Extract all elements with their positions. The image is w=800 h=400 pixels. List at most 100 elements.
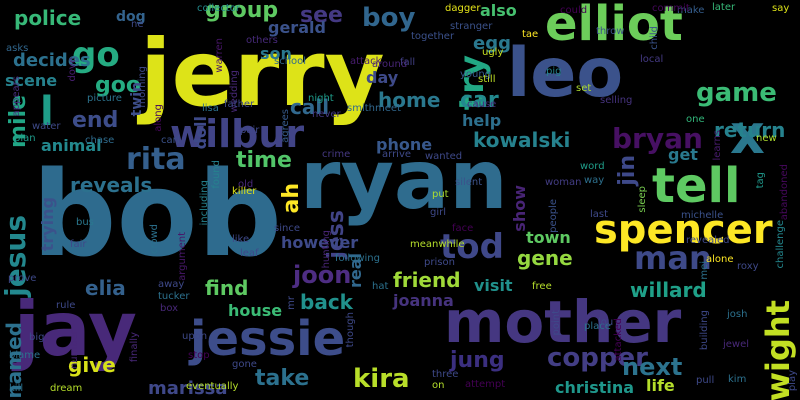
cloud-word: bryan bbox=[612, 122, 703, 155]
cloud-word: revealed bbox=[686, 235, 730, 246]
cloud-word: including bbox=[199, 180, 210, 226]
cloud-word: wilbur bbox=[170, 112, 305, 156]
cloud-word: michelle bbox=[681, 210, 724, 221]
cloud-word: finally bbox=[129, 332, 140, 363]
cloud-word: kill bbox=[9, 383, 24, 394]
cloud-word: lisa bbox=[202, 103, 219, 114]
cloud-word: dagger bbox=[445, 3, 481, 14]
cloud-word: learns bbox=[712, 130, 723, 161]
cloud-word: free bbox=[532, 281, 552, 292]
cloud-word: crime bbox=[322, 149, 351, 160]
cloud-word: jay bbox=[14, 285, 137, 373]
cloud-word: attempt bbox=[465, 379, 506, 390]
cloud-word: picture bbox=[87, 93, 122, 104]
cloud-word: set bbox=[576, 83, 592, 94]
cloud-word: kowalski bbox=[473, 128, 571, 152]
cloud-word: could bbox=[560, 5, 588, 16]
cloud-word: mother bbox=[444, 288, 682, 356]
cloud-word: away bbox=[158, 279, 185, 290]
cloud-word: since bbox=[274, 223, 300, 234]
cloud-word: morning bbox=[137, 66, 148, 108]
cloud-word: place bbox=[584, 321, 611, 332]
cloud-word: new bbox=[756, 133, 777, 144]
cloud-word: jerry bbox=[140, 20, 385, 127]
cloud-word: water bbox=[32, 121, 61, 132]
cloud-word: son bbox=[260, 44, 292, 63]
cloud-word: word bbox=[580, 161, 605, 172]
cloud-word: woman bbox=[545, 177, 582, 188]
cloud-word: chase bbox=[85, 135, 115, 146]
cloud-word: sleep bbox=[637, 186, 648, 213]
cloud-word: like bbox=[232, 234, 250, 245]
cloud-word: ryan bbox=[300, 133, 508, 228]
cloud-word: dream bbox=[50, 383, 83, 394]
cloud-word: collector bbox=[197, 3, 240, 14]
cloud-word: smithmeet bbox=[347, 103, 401, 114]
cloud-word: arrive bbox=[382, 149, 412, 160]
cloud-word: around bbox=[372, 59, 408, 70]
cloud-word: killer bbox=[232, 186, 257, 197]
cloud-word: trying bbox=[38, 197, 57, 252]
cloud-word: josh bbox=[727, 309, 748, 320]
cloud-word: tag bbox=[755, 172, 766, 189]
cloud-word: gone bbox=[232, 359, 257, 370]
cloud-word: rule bbox=[56, 300, 76, 311]
cloud-word: jewel bbox=[723, 339, 750, 350]
cloud-word: local bbox=[640, 54, 664, 65]
cloud-word: still bbox=[478, 74, 496, 85]
cloud-word: elliot bbox=[545, 0, 683, 52]
cloud-word: show bbox=[510, 185, 529, 232]
cloud-word: group bbox=[205, 0, 279, 23]
cloud-word: put bbox=[432, 189, 449, 200]
cloud-word: phone bbox=[376, 135, 433, 154]
cloud-word: bus bbox=[76, 217, 94, 228]
cloud-word: kim bbox=[728, 374, 747, 385]
cloud-word: attack bbox=[350, 56, 382, 67]
cloud-word: challenge bbox=[775, 220, 786, 269]
cloud-word: child bbox=[649, 26, 660, 50]
cloud-word: wanted bbox=[425, 151, 463, 162]
cloud-word: big bbox=[29, 332, 45, 343]
cloud-word: boy bbox=[362, 3, 416, 33]
cloud-word: old bbox=[238, 179, 254, 190]
cloud-word: goo bbox=[95, 73, 141, 98]
cloud-word: prison bbox=[424, 257, 455, 268]
cloud-word: roxy bbox=[737, 261, 759, 272]
cloud-word: commit bbox=[652, 3, 690, 14]
cloud-word: night bbox=[308, 93, 334, 104]
cloud-word: upon bbox=[182, 331, 208, 342]
cloud-word: house bbox=[228, 301, 283, 320]
cloud-word: doll bbox=[191, 116, 210, 150]
cloud-word: leaf bbox=[240, 248, 259, 259]
cloud-word: back bbox=[300, 290, 353, 314]
cloud-word: though bbox=[345, 312, 356, 348]
cloud-word: see bbox=[300, 3, 343, 28]
cloud-word: animal bbox=[41, 136, 102, 155]
cloud-word: tod bbox=[440, 227, 504, 267]
cloud-word: school bbox=[274, 56, 307, 67]
cloud-word: rita bbox=[126, 142, 186, 177]
cloud-word: however bbox=[281, 233, 359, 252]
cloud-word: reveals bbox=[70, 173, 153, 197]
cloud-word: fair bbox=[70, 239, 87, 250]
cloud-word: mr bbox=[286, 296, 297, 310]
cloud-word: kira bbox=[353, 364, 410, 394]
cloud-word: ugly bbox=[482, 47, 504, 58]
cloud-word: marissa bbox=[148, 378, 228, 399]
cloud-word: girl bbox=[430, 207, 447, 218]
cloud-word: day bbox=[366, 68, 399, 87]
cloud-word: carl bbox=[161, 135, 180, 146]
cloud-word: call bbox=[290, 95, 330, 119]
cloud-word: l bbox=[40, 89, 54, 135]
cloud-word: x bbox=[730, 103, 765, 166]
cloud-word: game bbox=[696, 78, 777, 108]
cloud-word: never bbox=[312, 109, 341, 120]
cloud-word: car bbox=[460, 88, 499, 113]
cloud-word: jin bbox=[615, 155, 640, 186]
cloud-word: bob bbox=[32, 145, 283, 283]
cloud-word: plan bbox=[14, 133, 36, 144]
cloud-word: decides bbox=[13, 50, 91, 71]
cloud-word: young bbox=[460, 69, 492, 80]
cloud-word: one bbox=[686, 114, 705, 125]
